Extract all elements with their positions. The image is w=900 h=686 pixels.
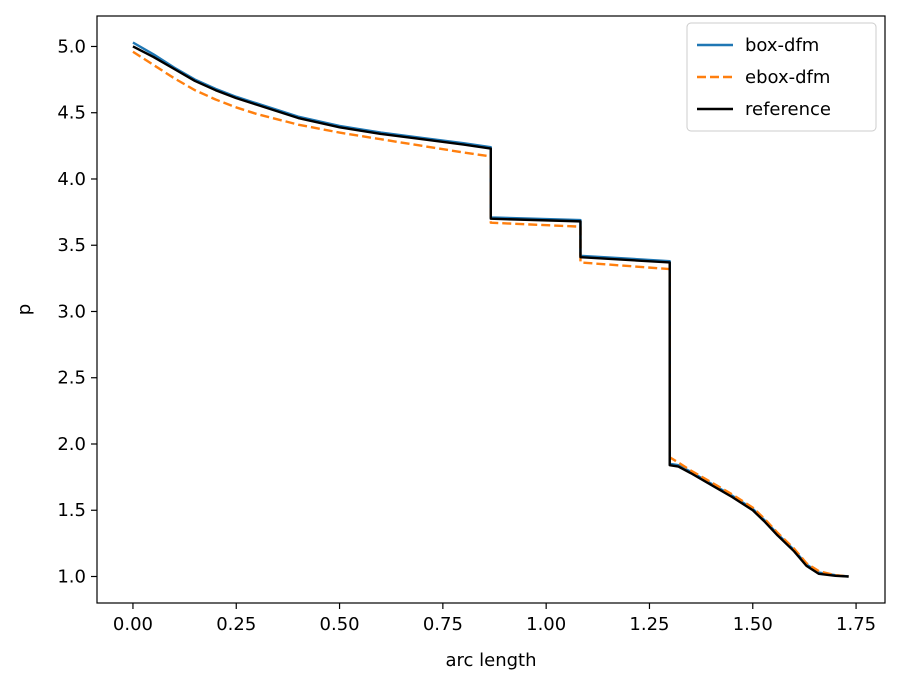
legend-entry: box-dfm <box>745 35 819 56</box>
x-tick-label: 1.50 <box>733 614 773 635</box>
y-tick-label: 4.0 <box>57 169 86 190</box>
series-layer <box>132 41 849 578</box>
legend-box <box>686 22 877 132</box>
x-tick-label: 0.75 <box>423 614 463 635</box>
y-axis: 1.0 1.5 2.0 2.5 3.0 3.5 4.0 4.5 5.0 <box>57 36 97 587</box>
y-tick-label: 1.5 <box>57 500 86 521</box>
y-tick-label: 4.5 <box>57 103 86 124</box>
x-axis: 0.00 0.25 0.50 0.75 1.00 1.25 1.50 1.75 <box>113 603 876 635</box>
x-tick-label: 1.25 <box>629 614 669 635</box>
legend: box-dfm ebox-dfm reference <box>686 22 877 132</box>
y-axis-label: p <box>14 304 35 315</box>
y-tick-label: 2.5 <box>57 368 86 389</box>
legend-entry: reference <box>745 99 831 120</box>
x-tick-label: 0.25 <box>216 614 256 635</box>
y-tick-label: 5.0 <box>57 36 86 57</box>
legend-entry: ebox-dfm <box>745 67 830 88</box>
y-tick-label: 3.5 <box>57 235 86 256</box>
x-tick-label: 0.00 <box>113 614 153 635</box>
x-axis-label: arc length <box>445 650 536 671</box>
x-tick-label: 1.00 <box>526 614 566 635</box>
x-tick-label: 1.75 <box>836 614 876 635</box>
series-line-reference <box>132 45 849 578</box>
y-tick-label: 1.0 <box>57 566 86 587</box>
plot-area-frame <box>96 15 886 604</box>
x-tick-label: 0.50 <box>320 614 360 635</box>
y-tick-label: 3.0 <box>57 301 86 322</box>
y-tick-label: 2.0 <box>57 434 86 455</box>
